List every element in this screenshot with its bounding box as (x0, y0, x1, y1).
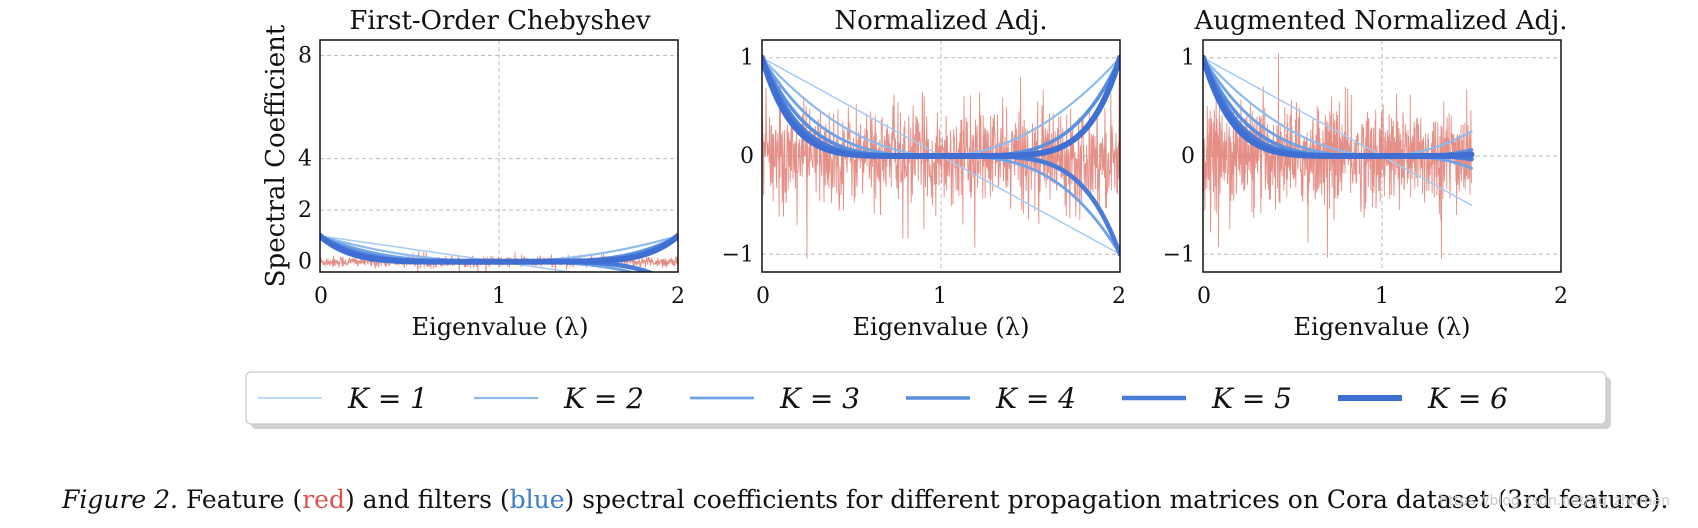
figure-caption: Figure 2. Feature (red) and filters (blu… (62, 485, 1668, 514)
filter-series-k2 (1203, 56, 1473, 158)
y-axis-label: Spectral Coefficient (261, 24, 291, 287)
legend-label: K = 5 (1211, 382, 1292, 415)
caption-figure-label: Figure 2. (62, 485, 178, 514)
x-axis-label: Eigenvalue (λ) (853, 313, 1030, 341)
feature-series (1203, 53, 1472, 259)
panel-title: Normalized Adj. (834, 6, 1047, 36)
x-axis-label: Eigenvalue (λ) (1294, 313, 1471, 341)
panel-marks (1202, 40, 1562, 272)
x-tick-label: 1 (492, 284, 506, 309)
y-tick-label: 0 (1181, 144, 1195, 169)
panel-marks (761, 40, 1121, 272)
x-tick-label: 0 (314, 284, 328, 309)
filter-series-k6 (1203, 54, 1475, 159)
legend-label: K = 2 (563, 382, 644, 415)
x-tick-label: 1 (1375, 284, 1389, 309)
filter-series-k6 (762, 54, 1120, 159)
y-tick-label: 0 (298, 250, 312, 275)
y-tick-label: 1 (740, 46, 754, 71)
axes-frame (1202, 39, 1562, 273)
panel-normalized-adj: Normalized Adj. 0 1 2 Eigenvalue (λ) 10−… (722, 6, 1126, 341)
y-tick-label: 0 (740, 144, 754, 169)
y-tick-label: 8 (298, 43, 312, 68)
caption-text: ) and filters ( (344, 485, 510, 514)
x-tick-label: 1 (933, 284, 947, 309)
plot-area (320, 232, 678, 272)
caption-text: ) spectral coefficients for different pr… (564, 485, 1669, 514)
legend-label: K = 1 (347, 382, 428, 415)
watermark: https://blog.csdn.net/qq_zhuman (1439, 493, 1670, 509)
filter-series-k6 (320, 232, 678, 265)
caption-red-word: red (302, 485, 345, 514)
x-tick-label: 2 (1554, 284, 1568, 309)
caption-text: Feature ( (185, 485, 303, 514)
axes-frame (761, 39, 1121, 273)
x-tick-label: 2 (1112, 284, 1126, 309)
panel-title: Augmented Normalized Adj. (1193, 6, 1567, 36)
legend-label: K = 6 (1427, 382, 1508, 415)
legend: K = 1 K = 2 K = 3 K = 4 K = 5 K = 6 (245, 371, 1611, 429)
x-tick-label: 0 (1197, 284, 1211, 309)
y-tick-label: −1 (722, 242, 754, 267)
plot-area (1203, 53, 1475, 259)
axes-frame (319, 39, 679, 273)
x-tick-label: 2 (671, 284, 685, 309)
legend-label: K = 3 (779, 382, 860, 415)
legend-label: K = 4 (995, 382, 1076, 415)
y-tick-label: 1 (1181, 46, 1195, 71)
x-tick-label: 0 (756, 284, 770, 309)
panel-title: First-Order Chebyshev (349, 6, 651, 36)
y-tick-label: −1 (1163, 242, 1195, 267)
y-tick-label: 4 (298, 147, 312, 172)
panel-first-order-chebyshev: First-Order Chebyshev 0 1 2 Eigenvalue (… (261, 6, 685, 341)
panel-marks (319, 40, 679, 272)
plot-area (762, 54, 1120, 259)
caption-blue-word: blue (509, 485, 565, 514)
filter-series-k1 (1203, 56, 1473, 206)
x-axis-label: Eigenvalue (λ) (412, 313, 589, 341)
panel-augmented-normalized-adj: Augmented Normalized Adj. 0 1 2 Eigenval… (1163, 6, 1568, 341)
y-tick-label: 2 (298, 198, 312, 223)
